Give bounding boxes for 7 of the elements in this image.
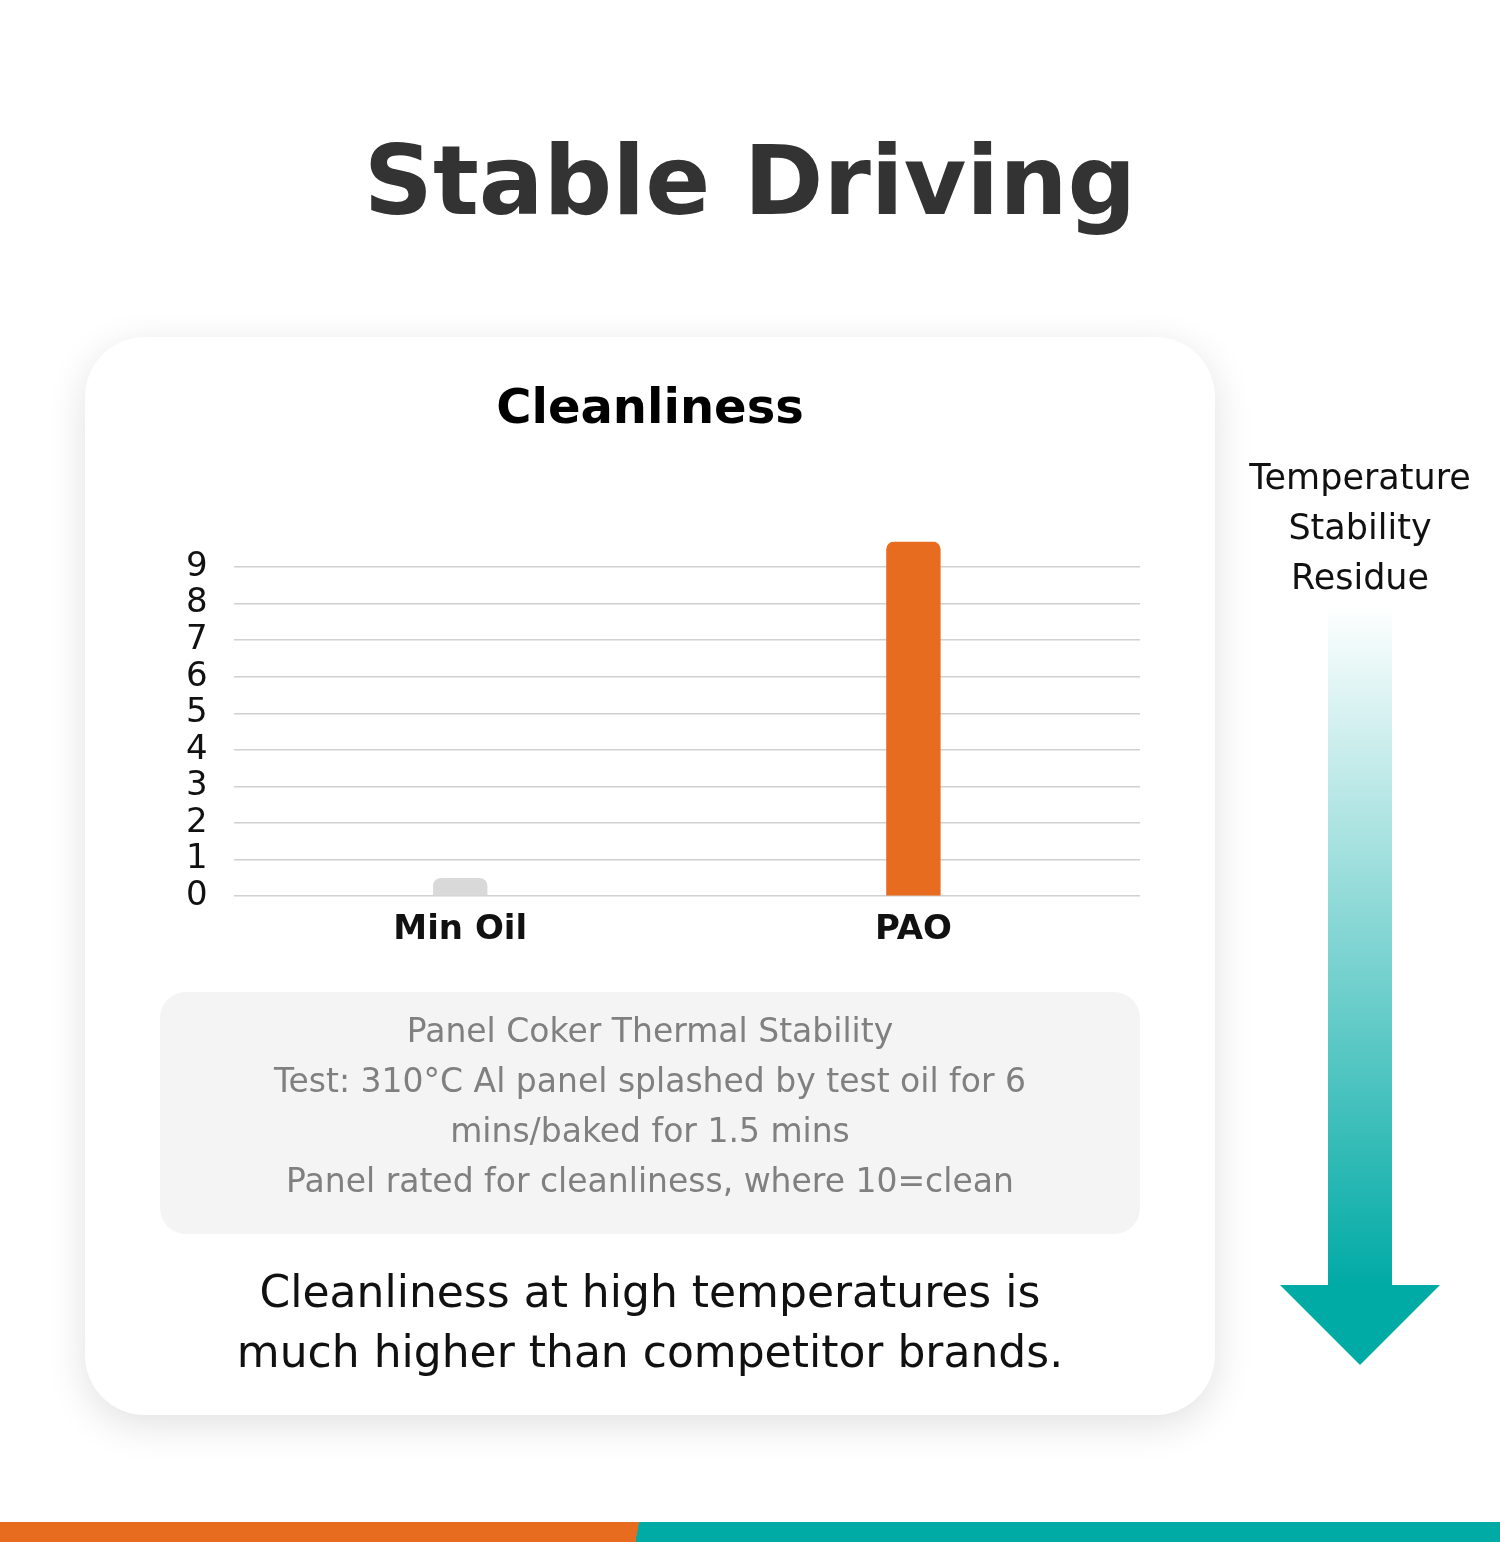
- x-tick-label: Min Oil: [393, 907, 528, 948]
- chart-title: Stable Driving: [362, 125, 1138, 237]
- text: Panel Coker Thermal Stability Test: 310°C Al panel splashed by test oil for 6 mins/baked for 1.5 mins Panel rated for cleanliness, where 10=clean: [160, 992, 1140, 1234]
- text: Temperature Stability Residue: [1248, 456, 1472, 599]
- chart-subtitle: Cleanliness: [495, 378, 805, 434]
- text: Cleanliness at high temperatures is much higher than competitor brands.: [235, 1265, 1065, 1379]
- x-tick-label: PAO: [874, 907, 952, 948]
